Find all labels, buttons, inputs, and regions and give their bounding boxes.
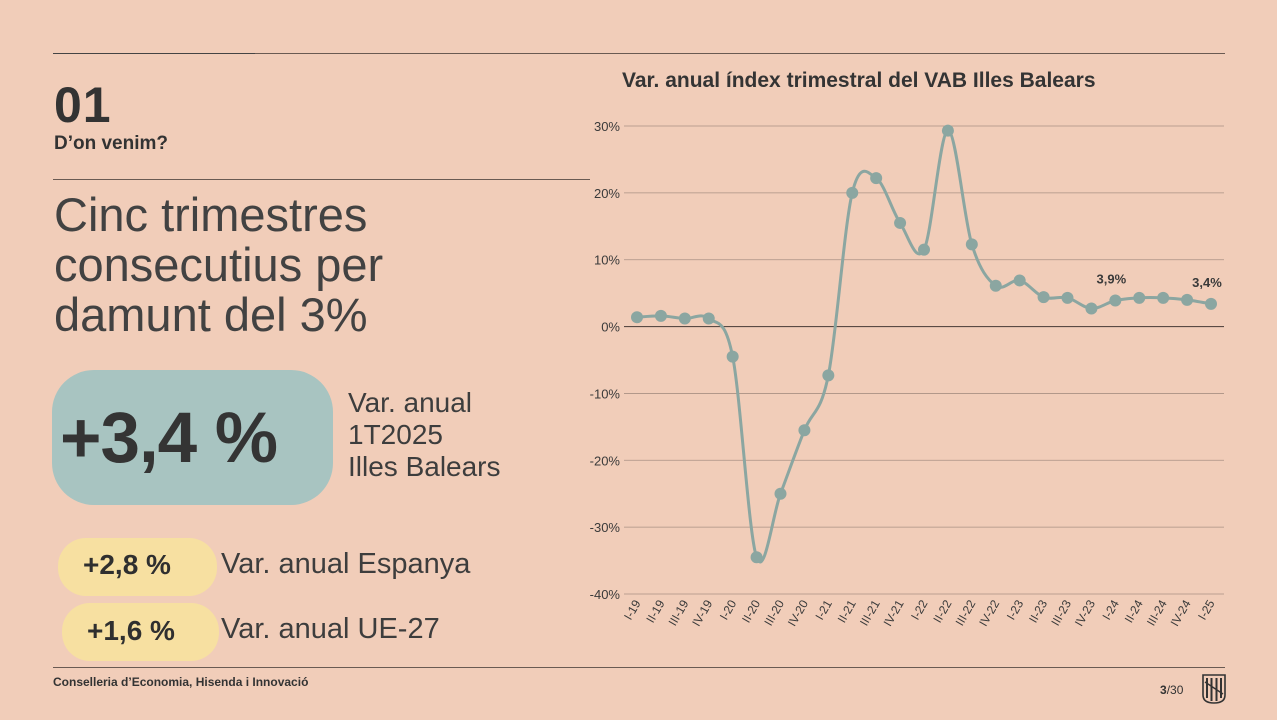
data-point — [702, 312, 715, 325]
data-point — [631, 311, 643, 324]
headline-line: Cinc trimestres — [54, 188, 368, 241]
data-point — [1037, 291, 1050, 304]
y-tick-label: -10% — [590, 386, 621, 401]
highlight-value: +3,4 % — [60, 399, 278, 478]
government-logo-icon — [1202, 674, 1226, 704]
highlight-label-line: 1T2025 — [348, 419, 443, 450]
x-tick-label: IV-22 — [976, 597, 1002, 629]
data-point — [678, 312, 691, 325]
data-point — [1157, 291, 1170, 304]
data-point — [965, 238, 978, 251]
spain-pill — [58, 538, 217, 596]
x-tick-label: II-20 — [739, 597, 763, 625]
y-tick-label: -20% — [590, 453, 621, 468]
x-tick-label: III-23 — [1048, 597, 1074, 628]
headline: Cinc trimestres consecutius per damunt d… — [54, 190, 574, 340]
headline-line: consecutius per — [54, 238, 384, 291]
data-point — [1181, 293, 1194, 306]
data-point — [1205, 297, 1217, 310]
highlight-label-line: Var. anual — [348, 387, 473, 418]
data-point — [870, 172, 883, 185]
page-total: /30 — [1166, 683, 1184, 697]
series-line — [636, 129, 1212, 564]
data-point — [1085, 302, 1098, 315]
x-tick-label: IV-21 — [881, 597, 907, 629]
x-tick-label: I-24 — [1099, 597, 1122, 622]
top-divider-right — [255, 53, 1225, 54]
x-tick-label: II-23 — [1026, 597, 1050, 625]
y-tick-label: -40% — [590, 587, 621, 602]
data-point — [846, 186, 859, 199]
eu-pill — [62, 603, 219, 661]
headline-line: damunt del 3% — [54, 288, 368, 341]
data-point — [774, 487, 787, 500]
data-point — [750, 551, 763, 564]
x-tick-label: III-22 — [953, 597, 979, 628]
x-tick-label: I-20 — [717, 597, 740, 622]
highlight-label: Var. anual 1T2025 Illes Balears — [348, 387, 501, 483]
data-point — [1061, 291, 1074, 304]
data-label: 3,4% — [1192, 275, 1222, 290]
footer-divider — [53, 667, 1225, 668]
y-tick-label: 10% — [594, 253, 620, 268]
data-point — [798, 424, 811, 437]
data-point — [1133, 291, 1146, 304]
x-tick-label: III-20 — [761, 597, 787, 628]
spain-value: +2,8 % — [83, 549, 171, 580]
x-tick-label: II-24 — [1122, 597, 1146, 625]
eu-value: +1,6 % — [87, 615, 175, 646]
x-tick-label: III-24 — [1144, 597, 1170, 628]
x-tick-label: III-19 — [666, 597, 692, 628]
x-tick-label: II-21 — [835, 597, 859, 625]
x-tick-label: II-22 — [930, 597, 954, 625]
x-tick-label: I-22 — [908, 597, 931, 622]
data-point — [822, 369, 835, 382]
y-tick-label: 30% — [594, 119, 620, 134]
page-number: 3/30 — [1160, 683, 1183, 697]
data-point — [918, 243, 930, 256]
page-current: 3 — [1160, 683, 1167, 697]
data-point — [941, 124, 954, 137]
x-tick-label: I-19 — [621, 597, 644, 622]
data-point — [1109, 294, 1122, 307]
x-tick-label: II-19 — [643, 597, 667, 625]
top-divider — [53, 53, 255, 54]
x-tick-label: IV-24 — [1168, 597, 1194, 629]
highlight-pill — [52, 370, 333, 505]
x-tick-label: III-21 — [857, 597, 883, 628]
spain-label: Var. anual Espanya — [221, 548, 471, 580]
data-point — [894, 216, 907, 229]
x-tick-label: I-23 — [1004, 597, 1027, 622]
line-chart: 30%20%10%0%-10%-20%-30%-40%3,9% 3,4%I-19 I… — [590, 119, 1224, 629]
x-tick-label: IV-23 — [1072, 597, 1098, 629]
y-tick-label: -30% — [590, 520, 621, 535]
data-point — [989, 279, 1002, 292]
x-tick-label: IV-20 — [785, 597, 811, 629]
x-tick-label: I-21 — [812, 597, 835, 622]
data-label: 3,9% — [1097, 271, 1127, 286]
y-tick-label: 20% — [594, 186, 620, 201]
data-point — [726, 350, 739, 363]
footer-text: Conselleria d’Economia, Hisenda i Innova… — [53, 675, 309, 689]
section-number: 01 — [54, 77, 112, 133]
x-tick-label: I-25 — [1195, 597, 1218, 622]
highlight-label-line: Illes Balears — [348, 451, 501, 482]
data-point — [654, 309, 667, 322]
chart-title: Var. anual índex trimestral del VAB Ille… — [622, 69, 1096, 92]
section-divider — [53, 179, 590, 180]
section-subtitle: D’on venim? — [54, 133, 169, 154]
x-tick-label: IV-19 — [689, 597, 715, 629]
y-tick-label: 0% — [601, 320, 620, 335]
eu-label: Var. anual UE-27 — [221, 613, 440, 645]
data-point — [1013, 274, 1026, 287]
